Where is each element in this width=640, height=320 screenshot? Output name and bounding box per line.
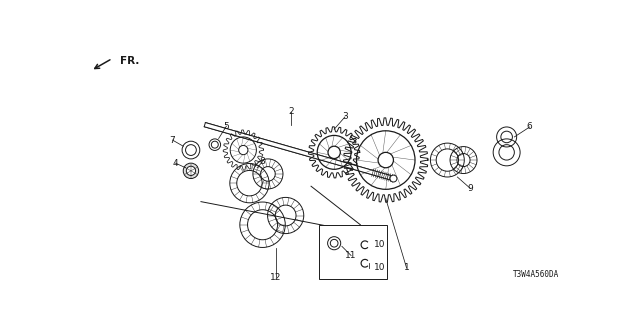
Text: 7: 7 bbox=[170, 136, 175, 145]
Text: 5: 5 bbox=[223, 122, 229, 131]
Text: 8: 8 bbox=[260, 157, 266, 166]
Text: T3W4A560DA: T3W4A560DA bbox=[513, 270, 559, 279]
Text: 2: 2 bbox=[288, 107, 294, 116]
Text: 12: 12 bbox=[270, 273, 282, 282]
Circle shape bbox=[183, 163, 198, 179]
Text: 6: 6 bbox=[527, 123, 532, 132]
Text: 1: 1 bbox=[404, 263, 410, 272]
Text: 10: 10 bbox=[374, 263, 386, 272]
Text: 11: 11 bbox=[346, 251, 357, 260]
Text: 4: 4 bbox=[173, 159, 179, 168]
Circle shape bbox=[186, 166, 196, 175]
Text: 10: 10 bbox=[374, 240, 386, 249]
Polygon shape bbox=[204, 123, 394, 180]
Text: 3: 3 bbox=[342, 112, 348, 121]
Bar bbox=[319, 225, 387, 279]
Text: FR.: FR. bbox=[120, 57, 140, 67]
Circle shape bbox=[390, 175, 397, 182]
Text: 9: 9 bbox=[468, 184, 474, 193]
